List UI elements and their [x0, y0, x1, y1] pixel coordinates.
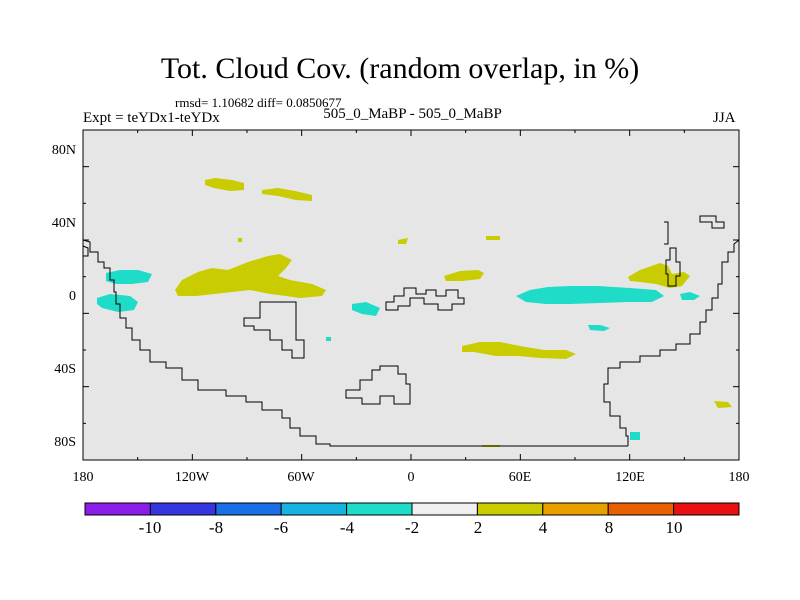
axis-ticks	[82, 129, 740, 461]
y-tick-label: 40N	[52, 216, 76, 231]
colorbar-label: 4	[539, 518, 548, 537]
y-tick-label: 80N	[52, 143, 76, 158]
anomaly-antarctic	[630, 432, 640, 440]
anomaly-asia	[398, 238, 408, 244]
coast-asia-east	[665, 247, 681, 287]
anomaly-south-pacific	[714, 401, 732, 408]
anomaly-west-pacific	[628, 263, 690, 288]
colorbar-label: -8	[209, 518, 223, 537]
x-axis-labels: 180 120W 60W 0 60E 120E 180	[73, 470, 750, 485]
coast-americas-east	[603, 239, 740, 446]
colorbar-swatch	[149, 502, 217, 516]
y-tick-label: 0	[69, 289, 76, 304]
x-tick-label: 180	[729, 470, 750, 485]
anomaly-atlantic	[352, 302, 380, 316]
anomaly-indian-south	[588, 325, 610, 331]
coastlines	[82, 215, 740, 447]
case-label: 505_0_MaBP - 505_0_MaBP	[323, 106, 502, 122]
colorbar-label: 2	[474, 518, 483, 537]
anomaly-east-pacific	[106, 270, 152, 284]
colorbar	[84, 502, 740, 516]
colorbar-swatch	[673, 502, 740, 516]
stats-label: rmsd= 1.10682 diff= 0.0850677	[175, 95, 342, 110]
colorbar-label: -10	[139, 518, 162, 537]
x-tick-label: 60W	[287, 470, 315, 485]
colorbar-swatch	[280, 502, 348, 516]
experiment-label: Expt = teYDx1-teYDx	[83, 110, 220, 126]
colorbar-swatch	[84, 502, 151, 516]
coast-americas-west	[82, 239, 628, 447]
coast-china	[664, 221, 669, 245]
colorbar-swatch	[476, 502, 544, 516]
x-tick-label: 120W	[175, 470, 210, 485]
colorbar-label: -2	[405, 518, 419, 537]
colorbar-label: 8	[605, 518, 614, 537]
colorbar-label: 10	[666, 518, 683, 537]
anomaly-north-atlantic-2	[262, 188, 312, 201]
anomaly-south-indian	[462, 342, 576, 359]
anomaly-indian-equatorial	[516, 286, 664, 304]
anomaly-north-pacific	[175, 254, 326, 298]
colorbar-label: -6	[274, 518, 288, 537]
season-label: JJA	[713, 110, 736, 126]
colorbar-swatch	[346, 502, 413, 516]
coast-africa-north	[385, 287, 465, 311]
coast-japan	[699, 215, 725, 229]
anomaly-small-pacific	[238, 238, 242, 242]
x-tick-label: 0	[408, 470, 415, 485]
y-axis-labels: 80N 40N 0 40S 80S	[52, 143, 76, 450]
anomaly-pacific-east	[680, 292, 700, 300]
x-tick-label: 120E	[615, 470, 645, 485]
coast-australia	[345, 365, 411, 405]
colorbar-swatch	[607, 502, 675, 516]
anomaly-north-africa	[444, 270, 484, 281]
colorbar-swatch	[411, 502, 478, 516]
coast-south-landmass	[243, 301, 305, 359]
anomaly-east-pacific-2	[97, 294, 138, 312]
anomaly-tiny	[326, 337, 331, 341]
colorbar-label: -4	[340, 518, 355, 537]
colorbar-swatch	[215, 502, 282, 516]
anomaly-asia-2	[486, 236, 500, 240]
plot-title: Tot. Cloud Cov. (random overlap, in %)	[160, 52, 640, 85]
coast-alaska	[82, 245, 89, 257]
y-tick-label: 80S	[54, 435, 76, 450]
anomaly-tiny-2	[638, 296, 646, 300]
y-tick-label: 40S	[54, 362, 76, 377]
x-tick-label: 60E	[509, 470, 532, 485]
colorbar-labels: -10 -8 -6 -4 -2 2 4 8 10	[139, 518, 683, 537]
colorbar-swatch	[542, 502, 609, 516]
x-tick-label: 180	[73, 470, 94, 485]
anomaly-north-atlantic	[205, 178, 244, 191]
anomaly-fields	[97, 178, 732, 447]
